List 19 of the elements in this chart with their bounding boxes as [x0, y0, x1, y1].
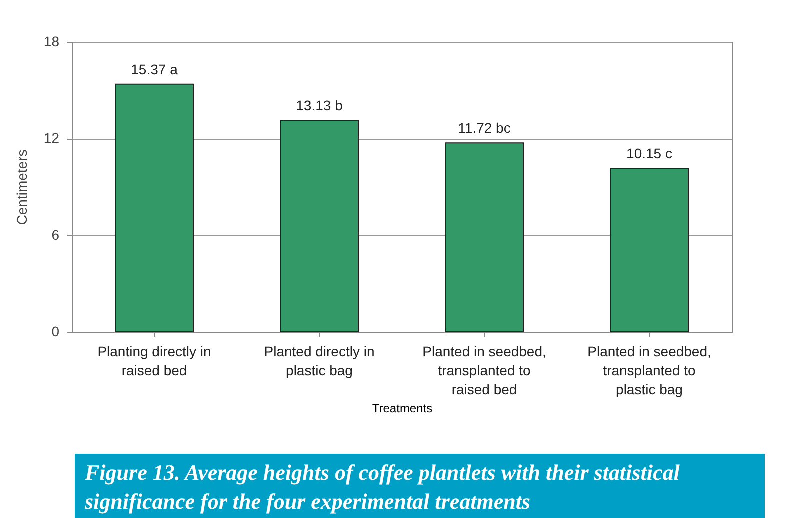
x-tick-label: Planted in seedbed, transplanted to raised bed [422, 344, 546, 398]
y-tick-label: 0 [52, 324, 60, 340]
bar [445, 142, 524, 332]
x-tick-label: Planted directly in plastic bag [264, 344, 375, 378]
bar [115, 84, 194, 332]
bar [280, 120, 359, 332]
x-axis-title: Treatments [372, 402, 433, 416]
y-tick-label: 18 [44, 34, 60, 50]
bar [610, 168, 689, 332]
y-tick-label: 6 [52, 226, 60, 243]
data-label: 15.37 a [131, 61, 178, 78]
y-tick-label: 12 [44, 130, 60, 146]
caption: Figure 13. Average heights of coffee plantlets with their statistical significance for the four experimental treatments [85, 459, 681, 516]
data-label: 10.15 c [626, 145, 672, 162]
y-axis-title: Centimeters [14, 150, 30, 226]
x-tick-label: Planted in seedbed, transplanted to plastic bag [588, 344, 712, 398]
data-label: 11.72 bc [458, 120, 511, 136]
x-tick-label: Planting directly in raised bed [98, 344, 212, 378]
data-label: 13.13 b [296, 97, 344, 114]
